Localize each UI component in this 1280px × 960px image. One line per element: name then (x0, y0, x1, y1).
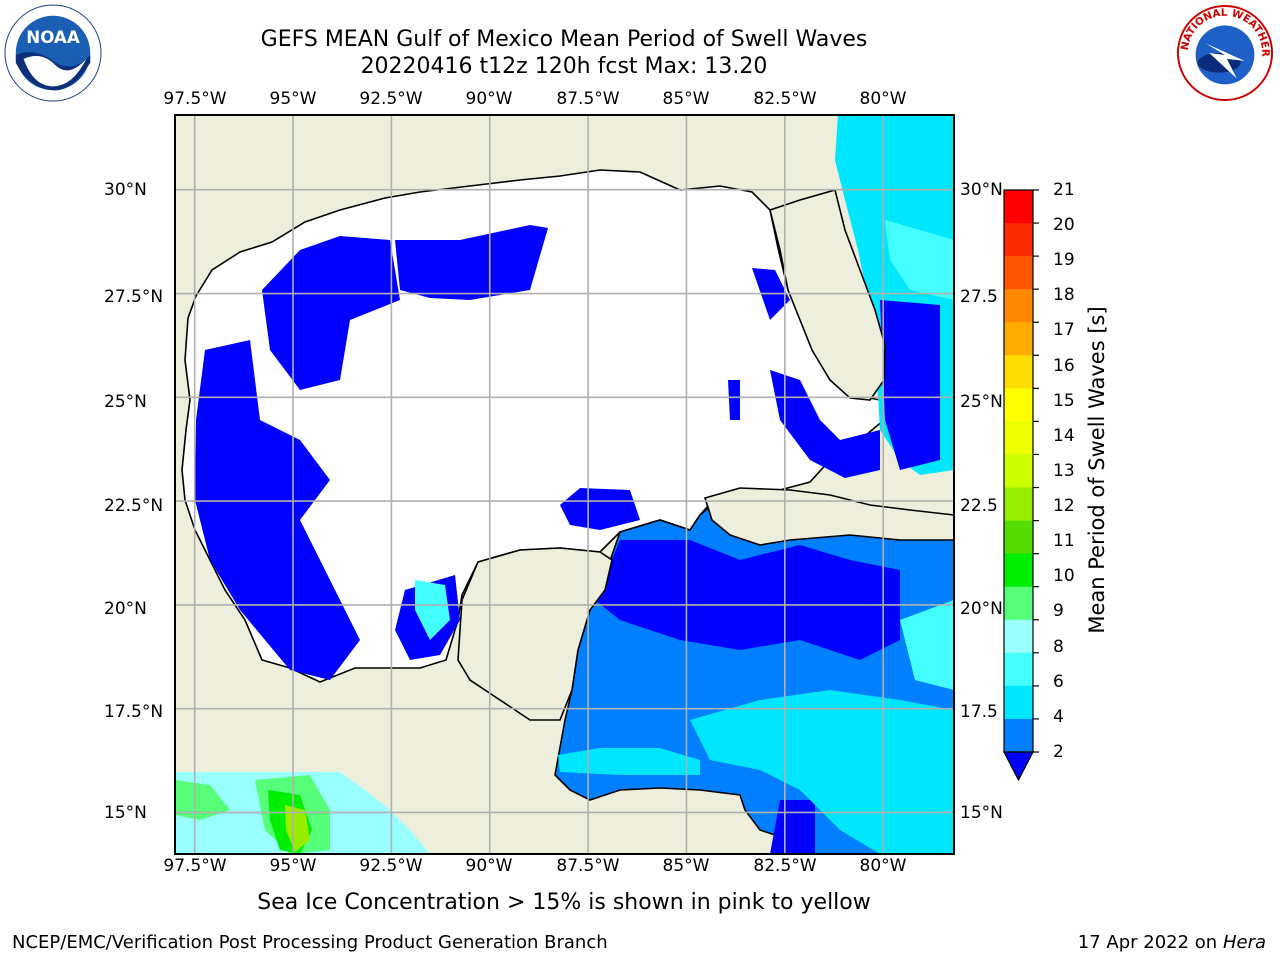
colorbar-tick: 13 (1053, 461, 1075, 481)
colorbar-tick: 8 (1053, 637, 1064, 657)
colorbar-segment (1004, 421, 1033, 455)
colorbar-segment (1004, 322, 1033, 356)
sea-ice-note: Sea Ice Concentration > 15% is shown in … (257, 890, 871, 915)
lon-label: 87.5°W (556, 856, 620, 876)
footer-host: Hera (1222, 932, 1266, 953)
yucatan-land (457, 547, 613, 721)
lon-label: 97.5°W (163, 856, 227, 876)
colorbar-tick: 9 (1053, 601, 1064, 621)
florida-land (769, 189, 886, 401)
lat-label: 22.5 (960, 496, 998, 516)
lat-label: 25°N (960, 392, 1003, 412)
map-title: GEFS MEAN Gulf of Mexico Mean Period of … (260, 27, 868, 52)
lat-label: 20°N (960, 599, 1003, 619)
colorbar-segment (1004, 619, 1033, 654)
lat-label: 30°N (960, 180, 1003, 200)
colorbar-extension (1003, 751, 1034, 782)
lat-label: 25°N (104, 392, 147, 412)
colorbar-tick: 19 (1053, 250, 1075, 270)
lon-label: 82.5°W (753, 856, 817, 876)
colorbar-tick: 16 (1053, 356, 1075, 376)
lon-label: 90°W (465, 856, 513, 876)
colorbar-segment (1004, 718, 1033, 753)
colorbar-tick: 21 (1053, 180, 1075, 200)
colorbar-tick: 4 (1053, 707, 1064, 727)
lon-label: 85°W (662, 89, 710, 109)
lon-label: 90°W (465, 89, 513, 109)
colorbar-tick: 10 (1053, 566, 1075, 586)
lon-label: 85°W (662, 856, 710, 876)
map-frame (174, 114, 955, 855)
colorbar-segment (1004, 652, 1033, 687)
swell-period-2-4s (195, 225, 940, 854)
lon-label: 95°W (269, 856, 317, 876)
lat-label: 27.5 (960, 287, 998, 307)
colorbar-tick: 6 (1053, 672, 1064, 692)
colorbar-tick: 20 (1053, 215, 1075, 235)
colorbar-segment (1004, 289, 1033, 323)
cuba-land (703, 487, 954, 546)
lon-label: 82.5°W (753, 89, 817, 109)
colorbar-title: Mean Period of Swell Waves [s] (1085, 306, 1109, 634)
lat-label: 22.5°N (104, 496, 164, 516)
graticule (175, 115, 954, 854)
colorbar (1003, 189, 1039, 782)
lat-label: 15°N (960, 803, 1003, 823)
lat-label: 27.5°N (104, 287, 164, 307)
lat-label: 30°N (104, 180, 147, 200)
colorbar-segment (1004, 454, 1033, 489)
footer-date: 17 Apr 2022 on Hera (1078, 932, 1266, 953)
lon-label: 92.5°W (359, 89, 423, 109)
lat-label: 17.5°N (104, 702, 164, 722)
colorbar-segment (1004, 520, 1033, 555)
colorbar-segment (1004, 223, 1033, 257)
footer-date-text: 17 Apr 2022 on (1077, 932, 1223, 953)
lon-label: 87.5°W (556, 89, 620, 109)
lat-label: 15°N (104, 803, 147, 823)
colorbar-tick: 2 (1053, 742, 1064, 762)
map-subtitle: 20220416 t12z 120h fcst Max: 13.20 (360, 54, 768, 79)
colorbar-segment (1004, 553, 1033, 588)
noaa-logo: NOAA (4, 4, 102, 102)
colorbar-segment (1004, 487, 1033, 522)
colorbar-segment (1004, 685, 1033, 720)
lon-label: 80°W (859, 856, 907, 876)
lon-label: 80°W (859, 89, 907, 109)
colorbar-frame (1003, 189, 1034, 753)
colorbar-tick: 14 (1053, 426, 1075, 446)
colorbar-segment (1004, 190, 1033, 224)
lon-label: 95°W (269, 89, 317, 109)
lat-label: 17.5 (960, 702, 998, 722)
colorbar-segment (1004, 355, 1033, 389)
lon-label: 97.5°W (163, 89, 227, 109)
svg-text:NOAA: NOAA (26, 28, 80, 47)
nws-logo: NATIONAL WEATHER SERVICE (1176, 4, 1274, 102)
lat-label: 20°N (104, 599, 147, 619)
colorbar-tick: 18 (1053, 285, 1075, 305)
colorbar-tick: 12 (1053, 496, 1075, 516)
colorbar-tick: 17 (1053, 320, 1075, 340)
footer-credit: NCEP/EMC/Verification Post Processing Pr… (12, 932, 608, 953)
colorbar-segment (1004, 586, 1033, 621)
colorbar-segment (1004, 388, 1033, 422)
colorbar-segment (1004, 256, 1033, 290)
colorbar-tick: 11 (1053, 531, 1075, 551)
colorbar-tick: 15 (1053, 391, 1075, 411)
lon-label: 92.5°W (359, 856, 423, 876)
